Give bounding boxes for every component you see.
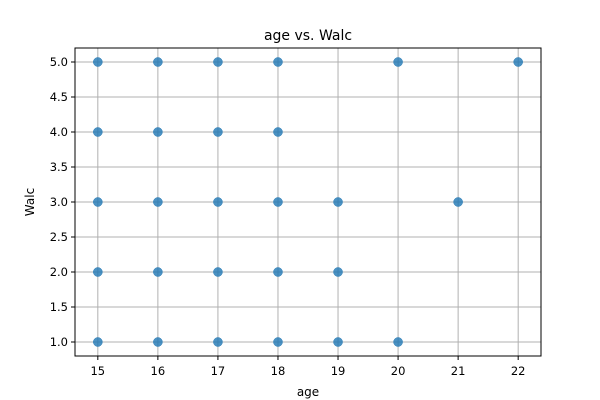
data-point [213,337,223,347]
data-point [333,337,343,347]
y-tick-label: 4.5 [50,90,68,104]
x-tick-label: 19 [331,364,346,378]
data-point [273,267,283,277]
grid [75,48,541,356]
y-tick-label: 5.0 [50,55,68,69]
data-points [93,57,523,347]
data-point [213,197,223,207]
data-point [93,127,103,137]
x-axis-ticks: 15 16 17 18 19 20 21 22 [90,356,526,378]
data-point [513,57,523,67]
data-point [93,267,103,277]
data-point [93,337,103,347]
x-tick-label: 16 [151,364,166,378]
y-tick-label: 2.0 [50,265,68,279]
data-point [393,337,403,347]
data-point [273,337,283,347]
data-point [333,197,343,207]
y-tick-label: 1.0 [50,335,68,349]
y-axis-label: Walc [23,188,37,216]
x-tick-label: 20 [391,364,406,378]
data-point [153,337,163,347]
x-tick-label: 18 [271,364,286,378]
y-tick-label: 2.5 [50,230,68,244]
y-tick-label: 3.0 [50,195,68,209]
data-point [273,197,283,207]
data-point [153,127,163,137]
x-tick-label: 17 [211,364,226,378]
y-tick-label: 3.5 [50,160,68,174]
data-point [153,267,163,277]
data-point [213,127,223,137]
x-tick-label: 15 [90,364,105,378]
data-point [93,197,103,207]
chart-title: age vs. Walc [264,28,352,44]
data-point [213,57,223,67]
data-point [453,197,463,207]
data-point [213,267,223,277]
x-tick-label: 22 [511,364,526,378]
data-point [93,57,103,67]
x-axis-label: age [297,385,319,399]
data-point [333,267,343,277]
data-point [153,57,163,67]
data-point [273,127,283,137]
data-point [393,57,403,67]
y-tick-label: 1.5 [50,300,68,314]
data-point [153,197,163,207]
data-point [273,57,283,67]
y-axis-ticks: 1.0 1.5 2.0 2.5 3.0 3.5 4.0 4.5 5.0 [50,55,75,349]
y-tick-label: 4.0 [50,125,68,139]
x-tick-label: 21 [451,364,466,378]
